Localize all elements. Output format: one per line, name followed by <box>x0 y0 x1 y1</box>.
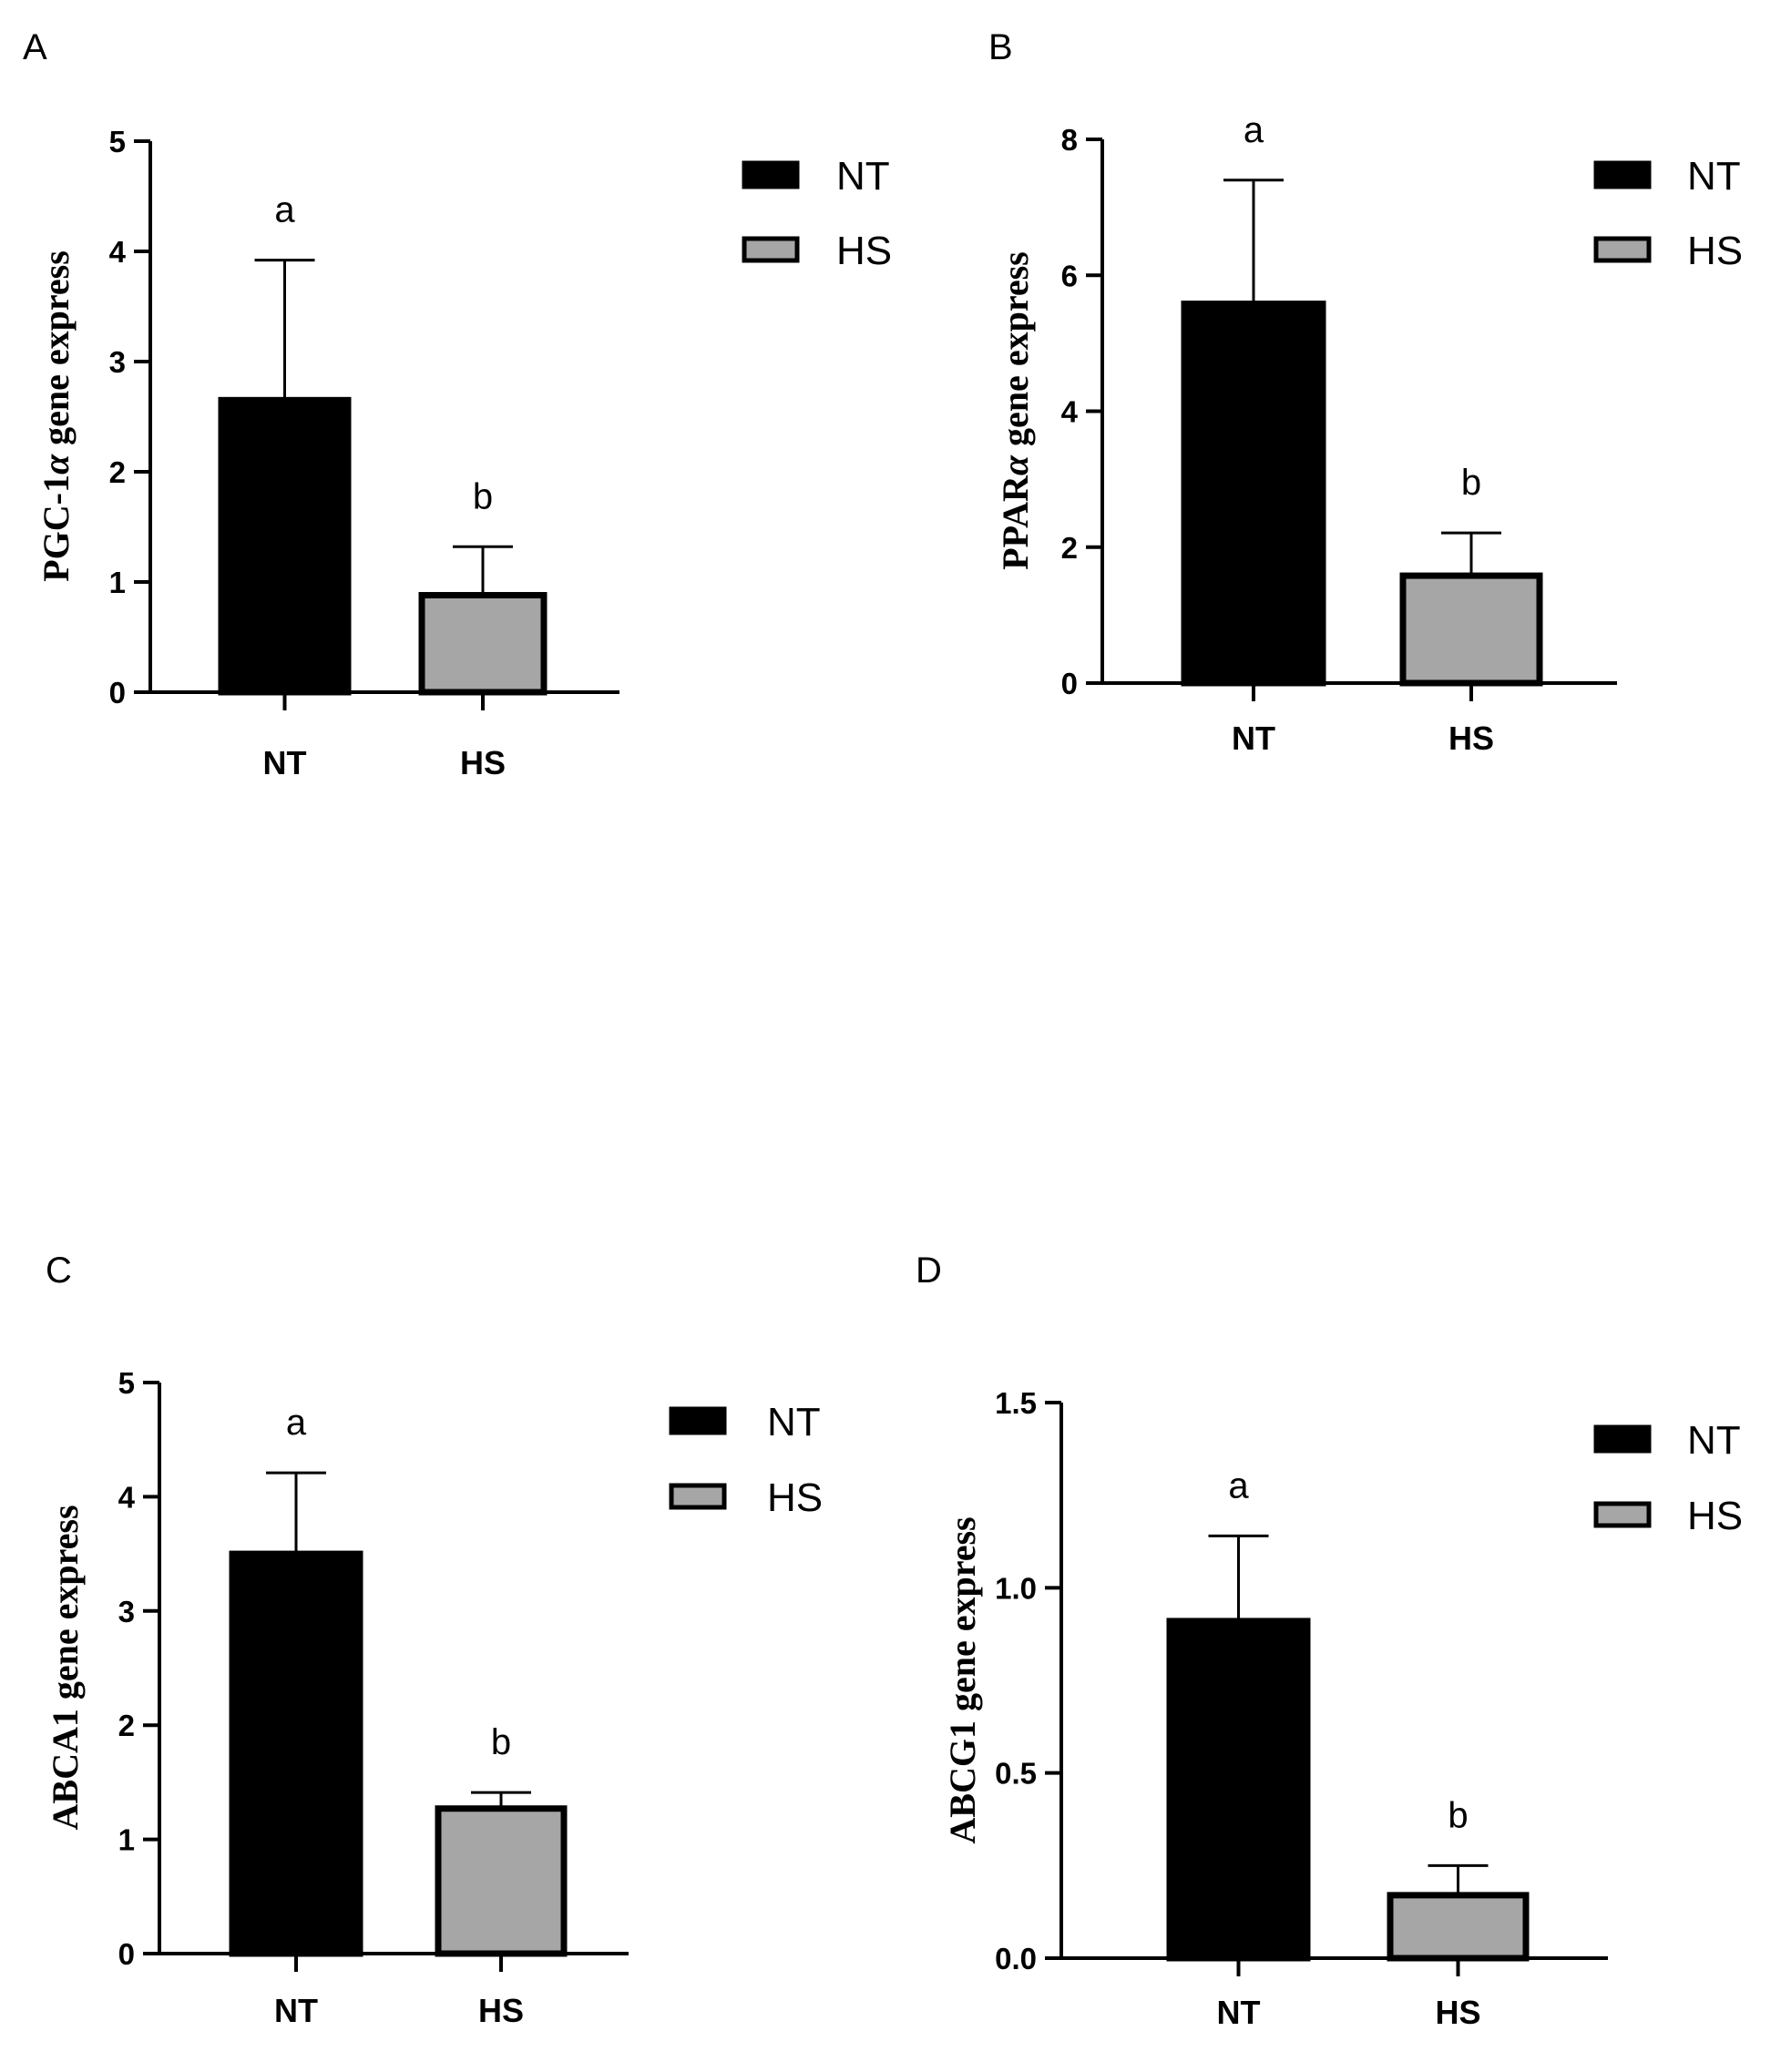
chart-panel-b: B 0 2 4 6 8 a NT b HS PPARα gene express NT HS <box>988 27 1743 757</box>
legend-swatch-nt <box>669 1406 727 1435</box>
y-tick-label: 2 <box>1061 531 1078 565</box>
legend: NT HS <box>742 154 892 273</box>
legend-label-hs: HS <box>836 229 892 273</box>
x-tick-label: NT <box>263 744 307 781</box>
chart-panel-d: D 0.0 0.5 1.0 1.5 a NT b HS ABCG1 gene express NT H… <box>916 1250 1743 2031</box>
significance-label: a <box>286 1403 307 1443</box>
y-axis-label: PGC-1α gene express <box>36 250 77 582</box>
legend-swatch-nt <box>742 160 800 189</box>
legend-label-nt: NT <box>1687 154 1741 199</box>
x-tick-label: NT <box>1217 1994 1261 2031</box>
y-axis-label-part: gene express <box>36 250 77 454</box>
y-axis-label-part: PPAR <box>995 475 1036 570</box>
bar-hs <box>1387 1892 1530 1962</box>
legend-label-hs: HS <box>1687 1494 1743 1538</box>
significance-label: b <box>1448 1795 1468 1835</box>
bar-nt <box>218 396 352 696</box>
y-tick-label: 4 <box>1061 395 1079 429</box>
panel-letter: A <box>23 27 47 67</box>
legend-label-hs: HS <box>767 1475 823 1520</box>
panel-letter: D <box>916 1250 942 1291</box>
bar-hs <box>418 592 548 696</box>
y-tick-label: 3 <box>109 345 126 379</box>
panel-letter: C <box>46 1250 72 1291</box>
significance-label: b <box>1461 463 1481 503</box>
legend: NT HS <box>1593 154 1743 273</box>
y-axis-label-part: PGC-1 <box>36 475 77 582</box>
y-tick-label: 0 <box>118 1937 135 1971</box>
panel-letter: B <box>988 27 1013 67</box>
y-tick-label: 8 <box>1061 123 1078 157</box>
x-tick-label: NT <box>274 1992 318 2029</box>
bar-hs <box>1399 572 1543 687</box>
x-tick-label: HS <box>1435 1994 1480 2031</box>
legend-swatch-nt <box>1593 160 1652 189</box>
legend: NT HS <box>669 1400 823 1520</box>
y-tick-label: 1.5 <box>995 1386 1037 1420</box>
y-tick-label: 4 <box>118 1480 136 1514</box>
legend-label-nt: NT <box>1687 1418 1741 1463</box>
x-tick-label: HS <box>478 1992 524 2029</box>
y-tick-label: 0 <box>109 676 126 709</box>
chart-panel-a: A 0 1 2 3 4 5 a NT b HS PGC-1α gene express NT HS <box>23 27 892 781</box>
y-axis-label: ABCA1 gene express <box>45 1505 86 1830</box>
x-tick-label: HS <box>460 744 506 781</box>
y-tick-label: 0.5 <box>995 1757 1037 1791</box>
y-tick-label: 1 <box>109 566 126 599</box>
y-tick-label: 5 <box>109 125 126 158</box>
legend-label-nt: NT <box>836 154 890 199</box>
y-tick-label: 4 <box>109 235 127 269</box>
y-tick-label: 0.0 <box>995 1942 1037 1975</box>
chart-panel-c: C 0 1 2 3 4 5 a NT b HS ABCA1 gene express NT HS <box>45 1250 823 2029</box>
legend-swatch-hs <box>742 236 800 263</box>
y-axis-label: ABCG1 gene express <box>942 1516 983 1843</box>
y-tick-label: 3 <box>118 1595 135 1628</box>
x-tick-label: HS <box>1448 720 1494 757</box>
bar-nt <box>229 1550 363 1957</box>
y-tick-label: 5 <box>118 1366 135 1400</box>
y-axis-label-part: α <box>995 454 1036 475</box>
significance-label: b <box>491 1722 511 1762</box>
y-tick-label: 2 <box>109 455 126 489</box>
y-tick-label: 0 <box>1061 667 1078 700</box>
y-tick-label: 1 <box>118 1823 135 1857</box>
y-axis-label-part: ABCG1 gene express <box>942 1516 983 1843</box>
x-tick-label: NT <box>1232 720 1275 757</box>
y-axis-label-part: α <box>36 454 77 475</box>
significance-label: b <box>473 476 493 516</box>
bar-nt <box>1166 1618 1311 1962</box>
y-axis-label-part: gene express <box>995 251 1036 455</box>
y-tick-label: 1.0 <box>995 1571 1037 1605</box>
y-axis-label-part: ABCA1 gene express <box>45 1505 86 1830</box>
legend-swatch-hs <box>669 1483 727 1510</box>
bar-hs <box>435 1805 568 1957</box>
y-tick-label: 2 <box>118 1709 135 1742</box>
significance-label: a <box>274 190 295 230</box>
legend-swatch-hs <box>1593 236 1652 263</box>
bar-nt <box>1181 301 1326 687</box>
significance-label: a <box>1228 1465 1249 1506</box>
legend-label-nt: NT <box>767 1400 821 1444</box>
significance-label: a <box>1244 110 1264 150</box>
legend-swatch-hs <box>1593 1501 1652 1528</box>
y-tick-label: 6 <box>1061 259 1078 292</box>
legend-swatch-nt <box>1593 1424 1652 1454</box>
y-axis-label: PPARα gene express <box>995 251 1036 569</box>
legend: NT HS <box>1593 1418 1743 1538</box>
legend-label-hs: HS <box>1687 229 1743 273</box>
